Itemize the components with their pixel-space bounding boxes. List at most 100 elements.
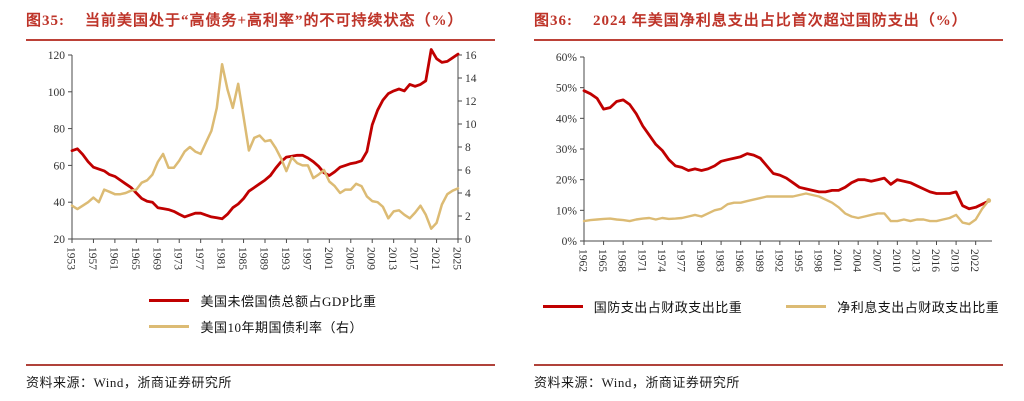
y2-axis-tick-label: 0 bbox=[465, 234, 471, 246]
x-axis-tick-label: 1985 bbox=[236, 247, 248, 270]
x-axis-tick-label: 1957 bbox=[86, 247, 98, 270]
legend-item-defense: 国防支出占财政支出比重 bbox=[542, 297, 743, 316]
figure-35-title-underline bbox=[26, 38, 496, 41]
y-axis-tick-label: 60% bbox=[556, 52, 578, 64]
x-axis-tick-label: 1974 bbox=[655, 249, 667, 272]
x-axis-tick-label: 1965 bbox=[129, 247, 141, 270]
figure-36-footer: 资料来源：Wind，浙商证券研究所 bbox=[534, 364, 1008, 391]
x-axis-tick-label: 2025 bbox=[451, 247, 463, 270]
figure-36-panel: 图36: 2024 年美国净利息支出占比首次超过国防支出（%） 0% 10% 20% 3… bbox=[534, 12, 1008, 391]
y2-axis-tick-label: 12 bbox=[465, 96, 477, 108]
series-end-marker bbox=[986, 197, 992, 203]
x-axis-tick-label: 2001 bbox=[322, 247, 334, 270]
x-axis-tick-label: 1977 bbox=[674, 249, 686, 272]
y-axis-tick-label: 120 bbox=[48, 50, 66, 62]
y-axis-tick-label: 50% bbox=[556, 82, 578, 94]
legend-item-net-interest: 净利息支出占财政支出比重 bbox=[786, 297, 999, 316]
y-axis-tick-label: 100 bbox=[48, 86, 66, 98]
x-axis-tick-label: 2009 bbox=[365, 247, 377, 270]
x-axis-tick-label: 2021 bbox=[429, 247, 441, 270]
legend-item-debt-gdp: 美国未偿国债总额占GDP比重 bbox=[149, 291, 376, 310]
y-axis-tick-label: 60 bbox=[54, 160, 66, 172]
y-axis-tick-label: 10% bbox=[556, 205, 578, 217]
figure-35-footer-rule bbox=[26, 364, 496, 366]
figure-35-chart: 20 40 60 80 100 120 0 2 4 6 8 10 12 14 16 1953 1957 1961 1… bbox=[48, 47, 477, 270]
y-axis-tick-label: 30% bbox=[556, 144, 578, 156]
figure-36-footer-rule bbox=[534, 364, 1004, 366]
x-axis-tick-label: 1968 bbox=[616, 249, 628, 272]
x-axis-tick-label: 1989 bbox=[753, 249, 765, 272]
legend-label-debt-gdp: 美国未偿国债总额占GDP比重 bbox=[200, 293, 377, 309]
y-axis-tick-label: 20 bbox=[54, 234, 66, 246]
x-axis-tick-label: 1971 bbox=[635, 249, 647, 272]
x-axis-tick-label: 1973 bbox=[172, 247, 184, 270]
figure-35-title: 图35: 当前美国处于“高债务+高利率”的不可持续状态（%） bbox=[26, 12, 500, 32]
figure-35-title-text: 当前美国处于“高债务+高利率”的不可持续状态（%） bbox=[85, 13, 464, 29]
x-axis-tick-label: 2017 bbox=[408, 247, 420, 270]
y2-axis-tick-label: 14 bbox=[465, 73, 477, 85]
x-axis-tick-label: 2005 bbox=[343, 247, 355, 270]
x-axis-tick-label: 2013 bbox=[909, 249, 921, 272]
x-axis-tick-label: 2001 bbox=[831, 249, 843, 272]
y2-axis-tick-label: 2 bbox=[465, 211, 471, 223]
x-axis-tick-label: 1983 bbox=[714, 249, 726, 272]
gold-line-swatch bbox=[149, 324, 190, 328]
axes bbox=[68, 54, 462, 243]
axes bbox=[580, 56, 992, 245]
series-line-1 bbox=[70, 62, 460, 230]
x-axis-tick-label: 1977 bbox=[193, 247, 205, 270]
y2-axis-tick-label: 16 bbox=[465, 50, 477, 62]
figure-36-title-underline bbox=[534, 38, 1004, 41]
legend-label-10y-rate: 美国10年期国债利率（右） bbox=[200, 319, 363, 335]
gold-line-swatch bbox=[786, 304, 827, 308]
x-axis-tick-label: 1962 bbox=[577, 249, 589, 272]
x-axis-tick-label: 1989 bbox=[258, 247, 270, 270]
y2-axis-tick-label: 10 bbox=[465, 119, 477, 131]
x-axis-tick-label: 1995 bbox=[792, 249, 804, 272]
legend-label-net-interest: 净利息支出占财政支出比重 bbox=[837, 299, 1000, 315]
legend-item-10y-rate: 美国10年期国债利率（右） bbox=[149, 317, 376, 336]
x-axis-tick-label: 1953 bbox=[65, 247, 77, 270]
red-line-swatch bbox=[542, 304, 583, 308]
y-axis-tick-label: 40% bbox=[556, 113, 578, 125]
x-axis-tick-label: 2004 bbox=[851, 249, 863, 272]
x-axis-tick-label: 2019 bbox=[949, 249, 961, 272]
x-axis-tick-label: 2010 bbox=[890, 249, 902, 272]
figure-36-title-text: 2024 年美国净利息支出占比首次超过国防支出（%） bbox=[593, 13, 968, 29]
x-axis-tick-label: 1998 bbox=[812, 249, 824, 272]
figure-35-source: 资料来源：Wind，浙商证券研究所 bbox=[26, 375, 232, 390]
figure-36-chart: 0% 10% 20% 30% 40% 50% 60% 1962 1965 1968 1971 1974… bbox=[556, 52, 992, 272]
x-axis-tick-label: 1992 bbox=[772, 249, 784, 272]
x-axis-tick-label: 1965 bbox=[596, 249, 608, 272]
y-axis-tick-label: 20% bbox=[556, 174, 578, 186]
figure-35-footer: 资料来源：Wind，浙商证券研究所 bbox=[26, 364, 500, 391]
series-line-1 bbox=[582, 191, 990, 225]
figure-36-source: 资料来源：Wind，浙商证券研究所 bbox=[534, 375, 740, 390]
y2-axis-tick-label: 8 bbox=[465, 142, 471, 154]
x-axis-tick-label: 1969 bbox=[150, 247, 162, 270]
x-axis-tick-label: 2022 bbox=[968, 249, 980, 272]
y2-axis-tick-label: 6 bbox=[465, 165, 471, 177]
y-axis-tick-label: 40 bbox=[54, 197, 66, 209]
x-axis-tick-label: 1961 bbox=[107, 247, 119, 270]
x-axis-tick-label: 2007 bbox=[870, 249, 882, 272]
y-axis-tick-label: 0% bbox=[562, 236, 578, 248]
x-axis-tick-label: 2013 bbox=[386, 247, 398, 270]
x-axis-tick-label: 1981 bbox=[215, 247, 227, 270]
x-axis-tick-label: 2016 bbox=[929, 249, 941, 272]
series-line-0 bbox=[582, 88, 991, 210]
x-axis-tick-label: 1993 bbox=[279, 247, 291, 270]
figure-36-number: 图36: bbox=[534, 13, 573, 29]
figure-36-legend: 国防支出占财政支出比重 净利息支出占财政支出比重 bbox=[534, 297, 1008, 316]
y-axis-tick-label: 80 bbox=[54, 123, 66, 135]
figure-36-title: 图36: 2024 年美国净利息支出占比首次超过国防支出（%） bbox=[534, 12, 1008, 32]
x-axis-tick-label: 1980 bbox=[694, 249, 706, 272]
figure-35-legend: 美国未偿国债总额占GDP比重 美国10年期国债利率（右） bbox=[149, 291, 376, 336]
figure-35-number: 图35: bbox=[26, 13, 65, 29]
figure-35-panel: 图35: 当前美国处于“高债务+高利率”的不可持续状态（%） 20 40 60 80 10… bbox=[26, 12, 500, 391]
series-line-0 bbox=[70, 47, 460, 220]
red-line-swatch bbox=[149, 298, 190, 302]
x-axis-tick-label: 1986 bbox=[733, 249, 745, 272]
legend-label-defense: 国防支出占财政支出比重 bbox=[593, 299, 743, 315]
